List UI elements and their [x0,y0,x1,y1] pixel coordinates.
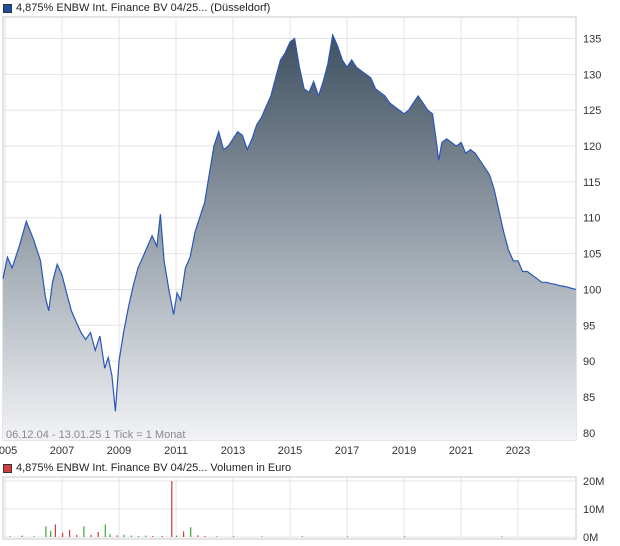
y-tick-label: 120 [583,141,601,153]
x-tick-label: 2007 [50,445,74,457]
volume-y-tick-label: 20M [583,476,604,488]
y-tick-label: 115 [583,177,601,189]
volume-legend: 4,875% ENBW Int. Finance BV 04/25... Vol… [3,461,291,475]
x-tick-label: 2023 [506,445,530,457]
y-tick-label: 105 [583,249,601,261]
price-area-fill [3,34,576,441]
volume-bar [347,536,349,538]
volume-bar [130,535,132,537]
volume-bar [197,535,199,537]
volume-bar [83,526,85,537]
volume-bar [50,530,52,537]
price-legend-label: 4,875% ENBW Int. Finance BV 04/25... (Dü… [16,2,271,14]
volume-bar [190,527,192,537]
volume-gridlines [3,477,576,539]
x-tick-label: 2021 [449,445,473,457]
volume-bar [123,534,125,537]
volume-bar [109,534,111,537]
volume-legend-swatch [3,463,12,473]
x-tick-label: 2009 [107,445,131,457]
volume-bar [183,531,185,537]
x-tick-label: 2019 [392,445,416,457]
volume-bar [116,535,118,537]
volume-bar [152,535,154,537]
x-tick-label: 2017 [335,445,359,457]
y-tick-label: 85 [583,392,595,404]
volume-bar [54,524,56,537]
volume-bar [145,535,147,537]
volume-bar [104,524,106,537]
y-tick-label: 80 [583,428,595,440]
volume-bar [233,536,235,537]
volume-bar [161,535,163,537]
y-tick-label: 90 [583,356,595,368]
volume-bar [138,535,140,537]
volume-bar [45,526,47,537]
x-tick-label: 2015 [278,445,302,457]
range-footnote: 06.12.04 - 13.01.25 1 Tick = 1 Monat [6,429,185,441]
volume-bar [261,536,263,538]
volume-bar [33,536,35,537]
x-tick-label: 2011 [164,445,188,457]
volume-bar [9,536,11,537]
volume-bar [76,535,78,537]
volume-bar [69,530,71,537]
price-legend: 4,875% ENBW Int. Finance BV 04/25... (Dü… [3,1,270,15]
volume-bar [62,532,64,537]
volume-bar [204,535,206,537]
volume-bar [216,536,218,537]
price-legend-swatch [3,3,12,13]
x-tick-label: 2005 [0,445,17,457]
volume-bar [176,535,178,537]
volume-plot-area [2,476,577,540]
volume-y-tick-label: 0M [583,532,598,544]
price-line [2,32,577,412]
volume-bar [171,481,173,537]
y-tick-label: 110 [583,213,601,225]
y-tick-label: 95 [583,320,595,332]
y-tick-label: 130 [583,69,601,81]
volume-bar [90,534,92,537]
x-tick-label: 2013 [221,445,245,457]
y-tick-label: 135 [583,34,601,46]
volume-legend-label: 4,875% ENBW Int. Finance BV 04/25... Vol… [16,462,292,474]
volume-bar [404,536,406,538]
y-tick-label: 125 [583,105,601,117]
volume-bar [501,536,503,538]
y-tick-label: 100 [583,284,601,296]
volume-y-tick-label: 10M [583,504,604,516]
volume-bar [21,535,23,537]
volume-bar [301,536,303,538]
volume-bar [97,532,99,537]
